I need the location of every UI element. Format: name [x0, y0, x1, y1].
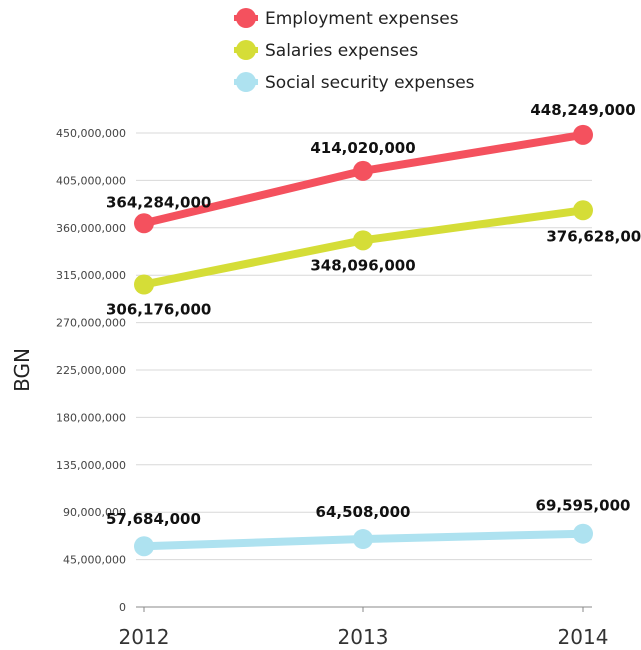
data-point[interactable] — [353, 230, 373, 251]
y-tick-label: 225,000,000 — [56, 364, 126, 377]
legend-item-label: Social security expenses — [265, 73, 475, 93]
y-tick-label: 180,000,000 — [56, 411, 126, 424]
data-label: 64,508,000 — [316, 503, 411, 521]
data-label: 364,284,000 — [106, 193, 211, 211]
data-label: 414,020,000 — [310, 139, 415, 157]
y-tick-label: 315,000,000 — [56, 269, 126, 282]
data-point[interactable] — [134, 274, 154, 295]
data-point[interactable] — [134, 536, 154, 557]
x-tick-label: 2013 — [338, 625, 389, 649]
legend-item-label: Salaries expenses — [265, 41, 418, 61]
legend-swatch-marker — [236, 8, 256, 28]
legend-swatch-marker — [236, 72, 256, 92]
y-tick-label: 360,000,000 — [56, 222, 126, 235]
data-point[interactable] — [353, 160, 373, 181]
data-label: 348,096,000 — [310, 256, 415, 274]
legend-item-label: Employment expenses — [265, 9, 459, 29]
y-tick-label: 0 — [119, 601, 126, 614]
data-label: 306,176,000 — [106, 300, 211, 318]
data-label: 448,249,000 — [530, 101, 635, 119]
data-label: 69,595,000 — [536, 497, 631, 515]
x-tick-label: 2014 — [558, 625, 609, 649]
y-tick-label: 90,000,000 — [63, 506, 126, 519]
y-tick-label: 450,000,000 — [56, 127, 126, 140]
data-label: 57,684,000 — [106, 510, 201, 528]
y-tick-label: 405,000,000 — [56, 174, 126, 187]
legend-swatch-marker — [236, 40, 256, 60]
data-point[interactable] — [134, 213, 154, 234]
data-label: 376,628,000 — [546, 227, 641, 245]
y-tick-label: 270,000,000 — [56, 317, 126, 330]
data-point[interactable] — [353, 529, 373, 550]
data-point[interactable] — [573, 124, 593, 145]
y-tick-label: 135,000,000 — [56, 459, 126, 472]
x-tick-label: 2012 — [119, 625, 170, 649]
data-point[interactable] — [573, 523, 593, 544]
y-axis-title: BGN — [10, 348, 34, 392]
data-point[interactable] — [573, 200, 593, 221]
y-tick-label: 45,000,000 — [63, 554, 126, 567]
